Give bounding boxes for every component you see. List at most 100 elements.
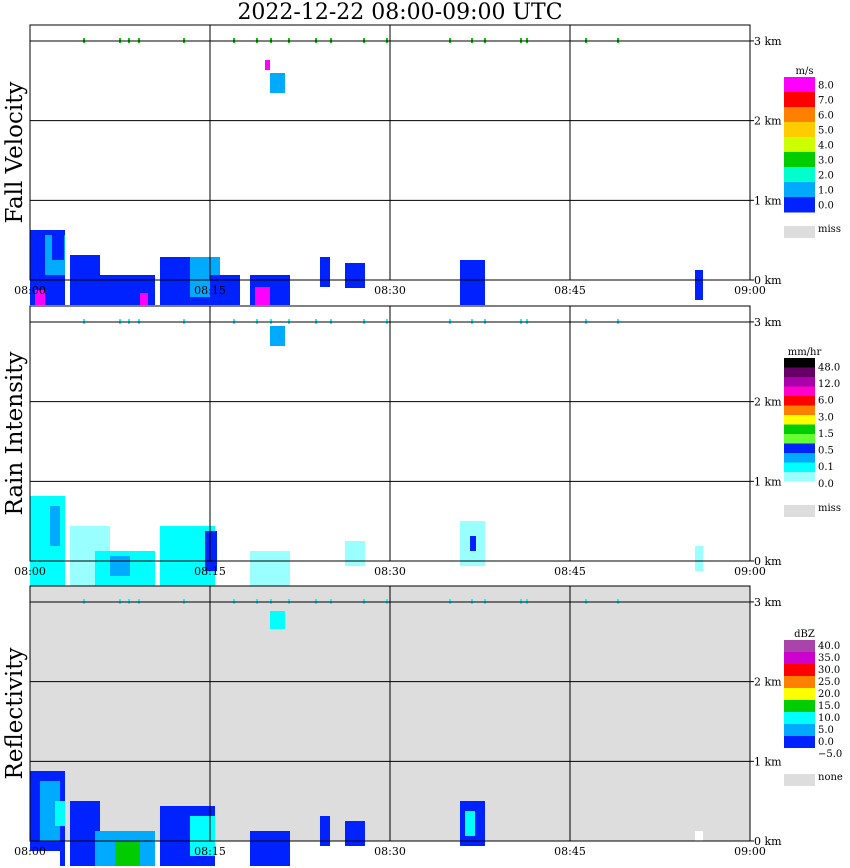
echo-cell	[320, 816, 330, 846]
colorbar-swatch	[784, 652, 815, 665]
colorbar-label: 3.0	[818, 412, 834, 423]
colorbar-swatch	[784, 462, 815, 473]
colorbar-unit: mm/hr	[788, 347, 822, 358]
colorbar-label: 2.0	[818, 170, 834, 181]
colorbar-label: 5.0	[818, 725, 834, 736]
colorbar-missing-swatch	[784, 774, 815, 786]
plot-frame	[29, 585, 751, 842]
colorbar-swatch	[784, 434, 815, 444]
colorbar-label: 12.0	[818, 379, 840, 390]
echo-cell	[255, 287, 270, 305]
colorbar-swatch	[784, 386, 815, 397]
x-tick-label: 09:00	[734, 284, 766, 297]
colorbar-label: 1.5	[818, 429, 834, 440]
echo-cell	[35, 290, 45, 305]
y-tick-label: 1 km	[754, 194, 782, 207]
echo-cell	[110, 556, 130, 576]
colorbar-swatch	[784, 92, 815, 108]
colorbar-swatch	[784, 137, 815, 153]
colorbar-missing-label: miss	[818, 503, 841, 514]
colorbar-label: 4.0	[818, 140, 834, 151]
colorbar-swatch	[784, 424, 815, 435]
colorbar-swatch	[784, 182, 815, 198]
colorbar-swatch	[784, 736, 815, 749]
echo-cell	[140, 293, 148, 305]
colorbar-swatch	[784, 443, 815, 454]
colorbar-swatch	[784, 396, 815, 406]
x-tick-label: 08:30	[374, 845, 406, 858]
y-tick-label: 0 km	[754, 274, 782, 287]
echo-cell	[30, 851, 60, 866]
colorbar-swatch	[784, 122, 815, 138]
y-tick-label: 2 km	[754, 676, 782, 689]
colorbar-missing-swatch	[784, 505, 815, 517]
x-tick-label: 08:00	[14, 284, 46, 297]
colorbar-label: 3.0	[818, 155, 834, 166]
colorbar-missing-swatch	[784, 226, 815, 238]
y-tick-label: 3 km	[754, 316, 782, 329]
colorbar-swatch	[784, 415, 815, 425]
colorbar-swatch	[784, 664, 815, 677]
y-tick-label: 1 km	[754, 475, 782, 488]
colorbar-label: 20.0	[818, 689, 840, 700]
colorbar-label: 10.0	[818, 713, 840, 724]
x-tick-label: 09:00	[734, 845, 766, 858]
x-tick-label: 08:45	[554, 845, 586, 858]
colorbar-label: 48.0	[818, 362, 840, 373]
colorbar-missing-label: none	[818, 772, 843, 783]
colorbar-label: 0.0	[818, 479, 834, 490]
y-tick-label: 0 km	[754, 555, 782, 568]
colorbar-label: 0.1	[818, 462, 834, 473]
y-tick-label: 1 km	[754, 755, 782, 768]
echo-cell	[695, 831, 703, 856]
echo-cell	[320, 257, 330, 287]
x-tick-label: 08:15	[194, 565, 226, 578]
colorbar-swatch	[784, 724, 815, 737]
echo-cell	[345, 263, 365, 288]
echo-cell	[190, 816, 215, 856]
echo-cell	[320, 536, 330, 566]
echo-cell	[250, 551, 290, 586]
y-tick-label: 3 km	[754, 35, 782, 48]
colorbar-label: 40.0	[818, 641, 840, 652]
colorbar-missing-label: miss	[818, 224, 841, 235]
x-tick-label: 08:30	[374, 284, 406, 297]
y-tick-label: 0 km	[754, 835, 782, 848]
colorbar-unit: dBZ	[794, 629, 815, 640]
plot-frame	[29, 305, 751, 562]
colorbar-swatch	[784, 700, 815, 713]
colorbar-label: 0.5	[818, 446, 834, 457]
echo-cell	[265, 60, 270, 70]
echo-cell	[52, 230, 64, 260]
echo-cell	[345, 821, 365, 846]
colorbar-label: 0.0	[818, 737, 834, 748]
colorbar-swatch	[784, 472, 815, 482]
colorbar-swatch	[784, 197, 815, 213]
x-tick-label: 08:00	[14, 845, 46, 858]
echo-cell	[55, 801, 65, 826]
colorbar-swatch	[784, 676, 815, 689]
colorbar-swatch	[784, 748, 815, 761]
echo-cell	[270, 611, 285, 629]
echo-cell	[345, 541, 365, 566]
colorbar-swatch	[784, 688, 815, 701]
colorbar-swatch	[784, 152, 815, 168]
x-tick-label: 09:00	[734, 565, 766, 578]
colorbar-label: 7.0	[818, 95, 834, 106]
colorbar-label: 1.0	[818, 185, 834, 196]
x-tick-label: 08:15	[194, 284, 226, 297]
y-tick-label: 2 km	[754, 396, 782, 409]
colorbar-swatch	[784, 712, 815, 725]
colorbar-label: 25.0	[818, 677, 840, 688]
x-tick-label: 08:45	[554, 565, 586, 578]
echo-cell	[250, 831, 290, 866]
echo-cell	[270, 73, 285, 93]
colorbar-unit: m/s	[796, 66, 814, 77]
echo-cell	[270, 326, 285, 346]
colorbar-swatch	[784, 167, 815, 183]
colorbar-label: 6.0	[818, 396, 834, 407]
x-tick-label: 08:30	[374, 565, 406, 578]
colorbar-swatch	[784, 107, 815, 123]
colorbar-swatch	[784, 640, 815, 653]
